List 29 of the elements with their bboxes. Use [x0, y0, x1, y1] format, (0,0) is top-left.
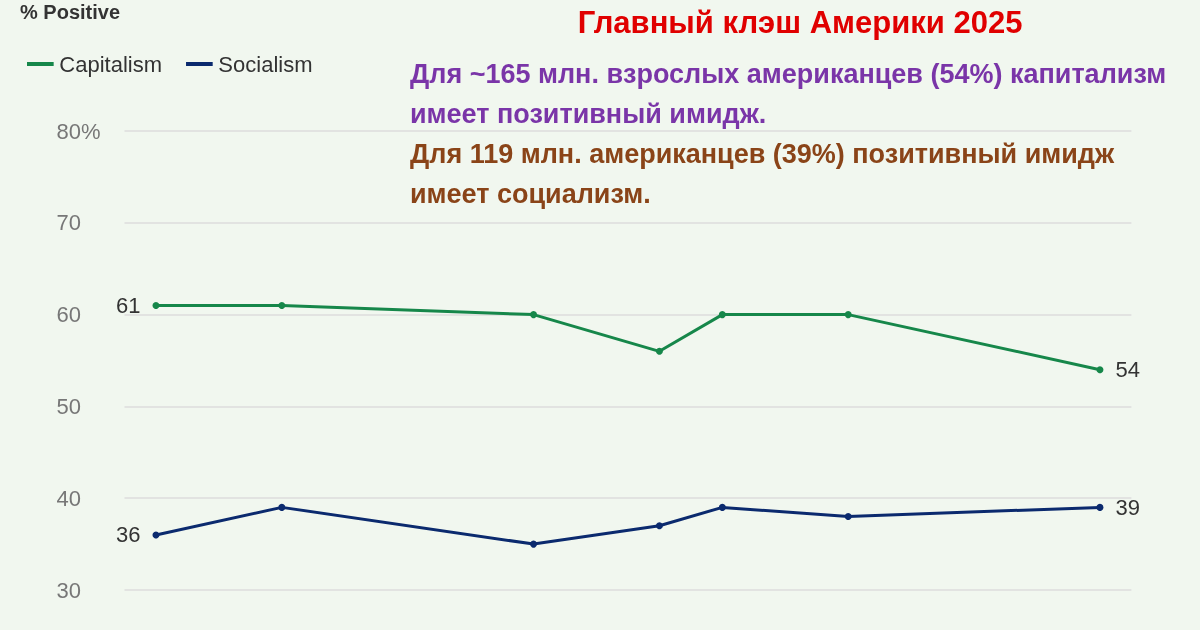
point	[1096, 366, 1104, 374]
y-tick-label: 40	[56, 485, 81, 511]
data-label: 39	[1115, 494, 1140, 520]
legend-label: Socialism	[218, 51, 313, 77]
data-label: 36	[115, 522, 141, 548]
y-tick-label: 60	[56, 302, 81, 328]
text: Для ~165 млн. взрослых американцев (54%) капитализм имеет позитивный имидж.	[410, 58, 1168, 131]
point	[1096, 503, 1104, 511]
point	[655, 347, 663, 355]
y-tick-label: 30	[56, 577, 81, 603]
chart-title: Главный клэш Америки 2025	[577, 5, 1023, 40]
point	[718, 311, 726, 319]
point	[530, 540, 538, 548]
point	[718, 503, 726, 511]
point	[278, 301, 286, 309]
y-axis-title: % Positive	[20, 1, 121, 23]
point	[152, 301, 160, 309]
point	[655, 522, 663, 530]
point	[844, 311, 852, 319]
legend-label: Capitalism	[59, 51, 163, 77]
y-tick-label: 70	[56, 210, 81, 236]
annotation: Для 119 млн. американцев (39%) позитивный имидж имеет социализм.	[410, 138, 1116, 211]
point	[278, 503, 286, 511]
point	[530, 311, 538, 319]
y-tick-label: 50	[56, 393, 81, 419]
y-tick-label: 80%	[56, 118, 101, 144]
data-label: 54	[1115, 357, 1140, 383]
point	[844, 513, 852, 521]
data-label: 61	[115, 292, 141, 318]
